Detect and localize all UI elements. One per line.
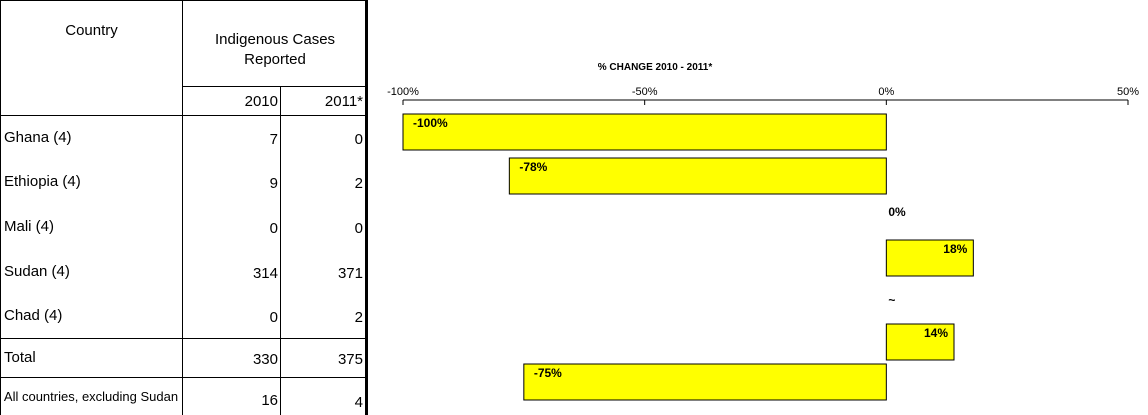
- table-top-border: [0, 0, 368, 1]
- table-right-border: [365, 0, 368, 415]
- year-col-divider: [280, 86, 281, 415]
- total-bottom-divider: [0, 377, 368, 378]
- country-cell: Chad (4): [4, 306, 63, 324]
- bar-value-label: ~: [888, 293, 895, 307]
- bar: [402, 113, 887, 151]
- country-col-divider: [182, 0, 183, 415]
- bar-value-label: -100%: [413, 116, 448, 130]
- x-tick-label: 50%: [1117, 86, 1139, 98]
- cases-2010-cell: 0: [269, 308, 278, 326]
- bar: [885, 239, 974, 277]
- country-cell: Sudan (4): [4, 262, 70, 280]
- bar-value-label: 14%: [924, 326, 948, 340]
- cases-2011-cell: 371: [337, 264, 363, 282]
- country-cell: Ghana (4): [4, 128, 72, 146]
- excl-2011-cell: 4: [354, 393, 363, 411]
- chart-title: % CHANGE 2010 - 2011*: [598, 62, 713, 73]
- x-tick-label: -50%: [632, 86, 658, 98]
- x-tick-label: -100%: [387, 86, 419, 98]
- country-cell: Mali (4): [4, 217, 55, 235]
- cases-header: Indigenous Cases Reported: [214, 31, 336, 68]
- cases-2011-cell: 0: [354, 130, 363, 148]
- cases-2010-cell: 7: [269, 130, 278, 148]
- cases-2010-cell: 0: [269, 219, 278, 237]
- total-2010-cell: 330: [252, 350, 278, 368]
- x-tick-label: 0%: [878, 86, 894, 98]
- table-left-border: [0, 0, 1, 415]
- excl-2010-cell: 16: [261, 391, 278, 409]
- bar: [508, 157, 887, 195]
- bar-value-label: -75%: [534, 366, 562, 380]
- bar: [885, 323, 955, 361]
- excl-sudan-label: All countries, excluding Sudan: [3, 389, 179, 404]
- year-2011-header: 2011*: [324, 92, 363, 110]
- total-label: Total: [4, 348, 36, 366]
- bar-value-label: 18%: [943, 242, 967, 256]
- cases-2010-cell: 9: [269, 174, 278, 192]
- year-2010-header: 2010: [244, 92, 278, 110]
- total-2011-cell: 375: [337, 350, 363, 368]
- bar-value-label: 0%: [888, 205, 906, 219]
- country-cell: Ethiopia (4): [4, 172, 81, 190]
- cases-2011-cell: 2: [354, 308, 363, 326]
- header-mid-divider: [182, 86, 367, 87]
- header-bottom-divider: [0, 115, 368, 116]
- cases-2011-cell: 2: [354, 174, 363, 192]
- country-header: Country: [65, 21, 118, 39]
- bar-value-label: -78%: [519, 160, 547, 174]
- cases-table: Country Indigenous Cases Reported 2010 2…: [0, 0, 370, 415]
- bar: [523, 363, 887, 401]
- total-top-divider: [0, 338, 368, 339]
- cases-2010-cell: 314: [252, 264, 278, 282]
- cases-2011-cell: 0: [354, 219, 363, 237]
